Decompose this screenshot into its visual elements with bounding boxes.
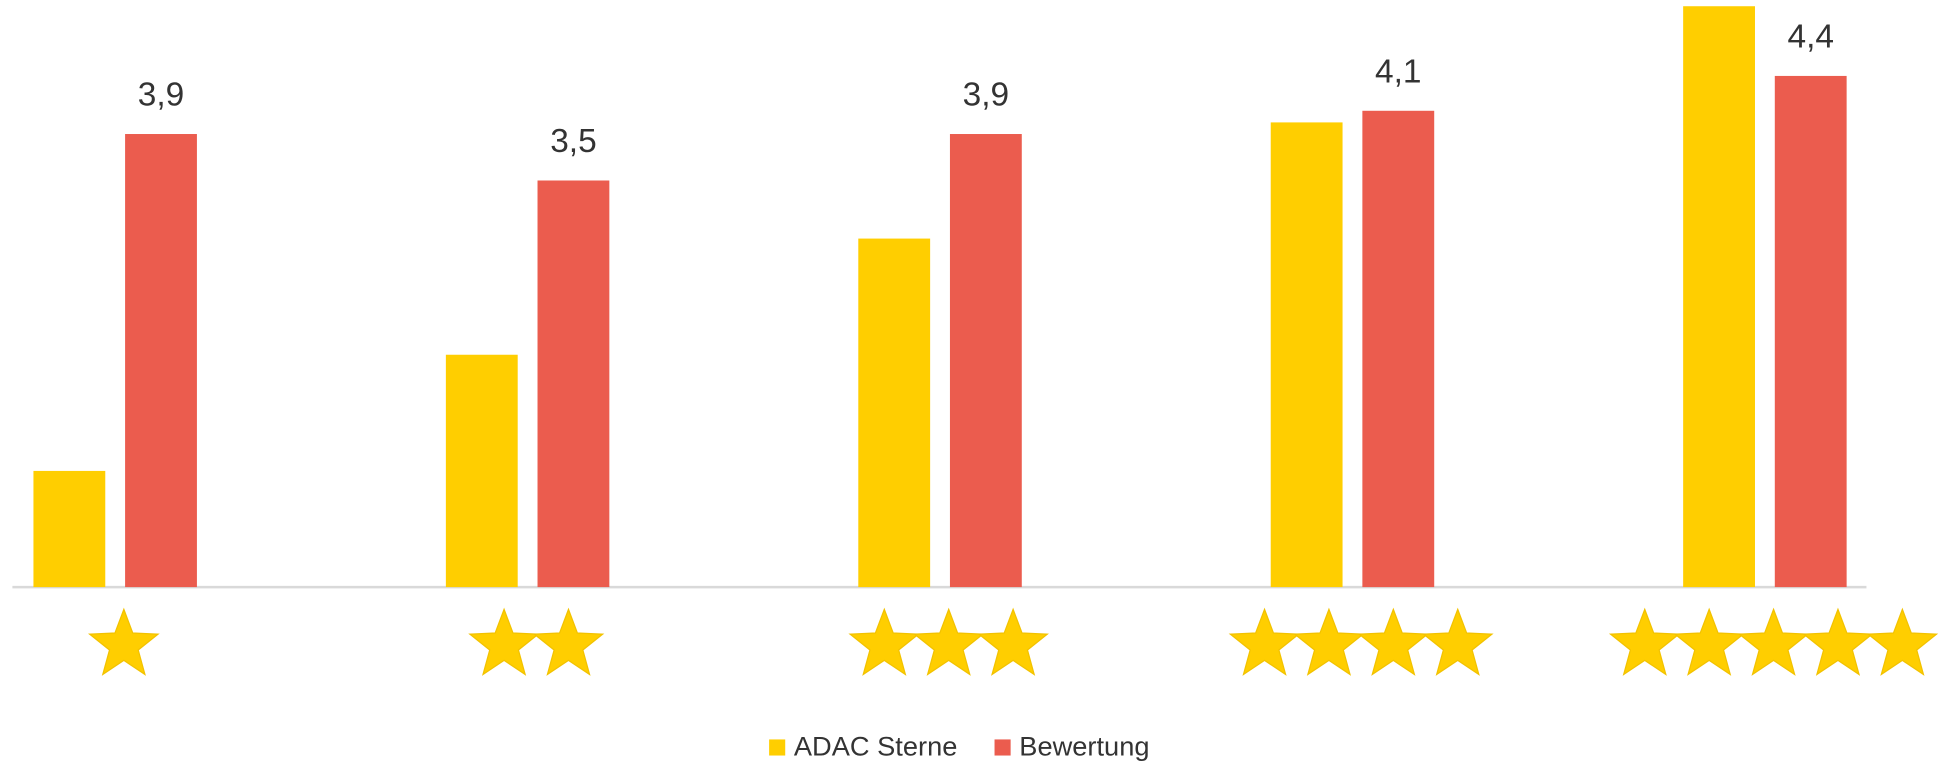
bar [1774, 75, 1847, 588]
data-label: 4,1 [1375, 53, 1421, 90]
star-icon [468, 607, 540, 676]
star-icon [1608, 607, 1681, 676]
legend-swatch [769, 739, 786, 756]
bar [1683, 6, 1755, 588]
star-icon [1802, 607, 1874, 676]
star-icon [848, 607, 921, 676]
star-icon [1737, 607, 1810, 676]
star-icon [1673, 607, 1746, 676]
bar [858, 238, 931, 588]
data-label: 3,9 [138, 77, 184, 114]
star-icon [532, 607, 605, 676]
bar [1270, 122, 1343, 588]
star-icon [1293, 607, 1365, 676]
star-icon [912, 607, 985, 676]
data-label: 3,9 [963, 77, 1009, 114]
star-icon [1228, 607, 1301, 676]
bar [1362, 110, 1435, 588]
data-label: 3,5 [550, 123, 596, 160]
legend-label: ADAC Sterne [794, 730, 957, 761]
bar [445, 354, 518, 588]
star-icon [87, 607, 160, 676]
bar [537, 180, 610, 588]
bar [33, 470, 106, 588]
star-icon [1421, 607, 1494, 676]
bar [125, 134, 197, 588]
bar [949, 134, 1022, 588]
legend-label: Bewertung [1019, 730, 1149, 761]
star-icon [1866, 607, 1939, 676]
star-icon [977, 607, 1049, 676]
data-label: 4,4 [1787, 19, 1833, 56]
legend-swatch [994, 739, 1011, 756]
star-icon [1357, 607, 1430, 676]
